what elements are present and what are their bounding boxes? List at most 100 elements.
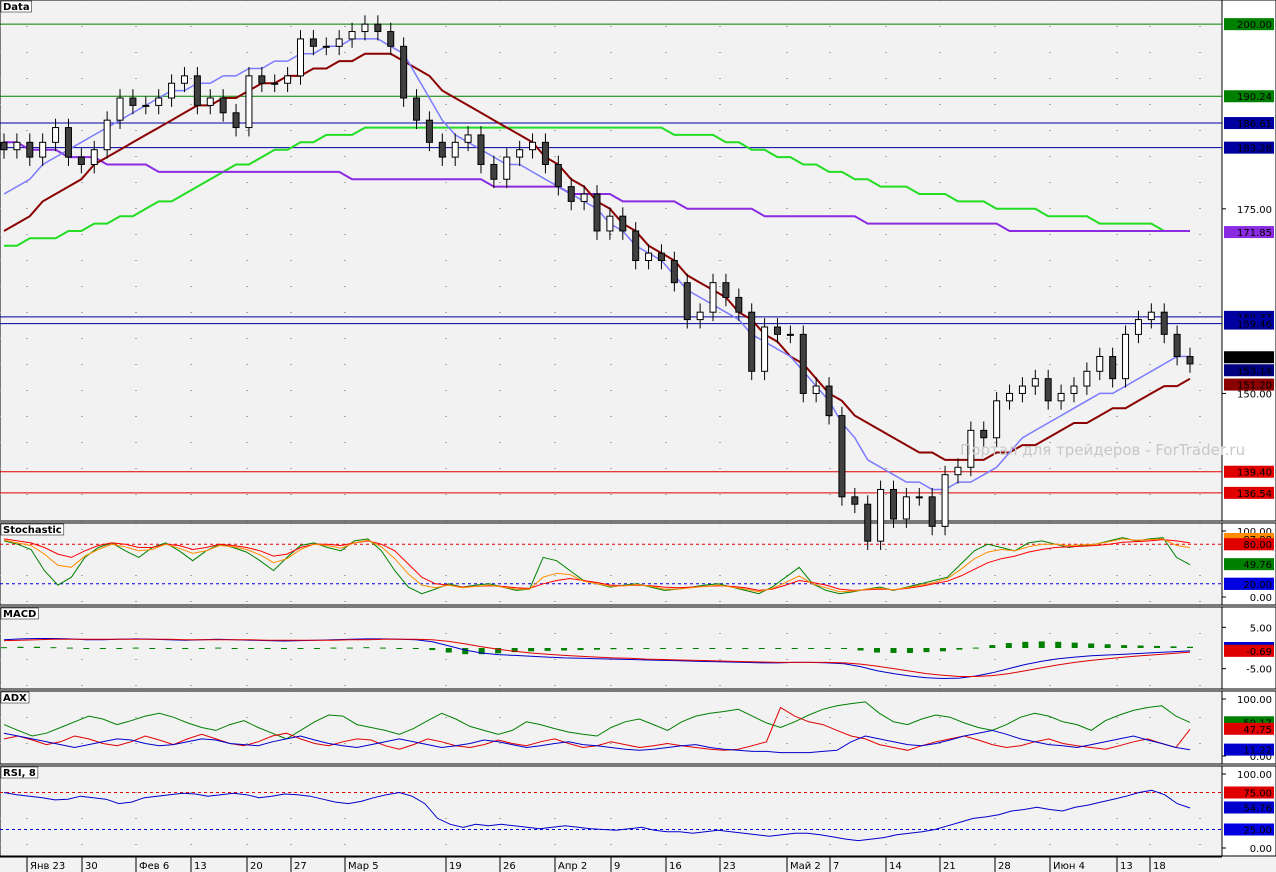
candle-body — [786, 333, 794, 336]
date-label-12: 23 — [723, 861, 736, 872]
price-tag-1 — [1224, 351, 1274, 364]
macd-histogram-bar — [1170, 646, 1177, 648]
candle-body — [773, 326, 781, 335]
macd-histogram-bar — [577, 648, 584, 651]
macd-histogram-bar — [1038, 641, 1045, 648]
macd-histogram-bar — [1, 647, 7, 649]
macd-histogram-bar — [544, 648, 551, 651]
candle-body — [838, 415, 846, 498]
level-label-0-6: 139.40 — [1237, 468, 1272, 479]
price-tag-0-label: 171.85 — [1237, 228, 1272, 239]
candle-body — [90, 149, 98, 165]
candle-body — [593, 193, 601, 232]
macd-histogram-bar — [1187, 646, 1193, 648]
macd-histogram-bar — [824, 648, 831, 649]
candle-body — [580, 193, 588, 202]
macd-histogram-bar — [83, 648, 90, 649]
candle-body — [1173, 333, 1181, 358]
date-label-5: 27 — [294, 861, 307, 872]
candle-body — [206, 97, 214, 106]
level-tag-4-1 — [1224, 823, 1274, 836]
candle-body — [902, 496, 910, 520]
macd-histogram-bar — [626, 648, 633, 650]
candle-body — [683, 282, 691, 321]
candle-body — [77, 156, 85, 165]
price-tag-0 — [1224, 226, 1274, 239]
candle-body — [606, 215, 614, 232]
y-tick-label-4-0: 0.00 — [1250, 844, 1272, 855]
macd-histogram-bar — [1121, 645, 1128, 648]
macd-histogram-bar — [972, 647, 979, 649]
macd-histogram-bar — [478, 648, 485, 655]
candle-body — [309, 38, 317, 47]
candle-body — [0, 141, 8, 151]
level-tag-0-5 — [1224, 317, 1274, 330]
macd-histogram-bar — [330, 647, 337, 649]
date-label-16: 21 — [943, 861, 956, 872]
candle-body — [541, 141, 549, 165]
macd-histogram-bar — [116, 648, 123, 649]
macd-histogram-bar — [676, 648, 683, 649]
date-label-10: 9 — [614, 861, 620, 872]
candle-body — [1134, 319, 1142, 335]
macd-histogram-bar — [445, 648, 452, 653]
candle-body — [1083, 370, 1091, 387]
candle-body — [232, 112, 240, 129]
candle-body — [1070, 385, 1078, 394]
candle-body — [851, 496, 859, 505]
level-label-4-0: 75.00 — [1243, 789, 1272, 800]
macd-histogram-bar — [1055, 641, 1062, 648]
candle-body — [438, 141, 446, 158]
price-tag-2-label: 153.14 — [1237, 366, 1272, 377]
panel-title-bg-4 — [0, 766, 39, 779]
macd-histogram-bar — [1154, 645, 1161, 648]
macd-histogram-bar — [495, 648, 502, 654]
candle-body — [168, 82, 176, 99]
ind-tag-2-1 — [1224, 644, 1274, 657]
macd-histogram-bar — [808, 648, 815, 649]
plot-layer: Data Stochastic MACD ADX RSI, 8 — [0, 0, 1222, 842]
candle-body — [451, 141, 459, 158]
y-tick-label-3-0: 0.00 — [1250, 752, 1272, 763]
candle-body — [877, 488, 885, 542]
macd-histogram-bar — [198, 648, 205, 649]
macd-histogram-bar — [281, 648, 288, 649]
candle-body — [297, 38, 304, 77]
candle-body — [670, 260, 678, 284]
level-label-0-3: 183.28 — [1237, 144, 1272, 155]
panel-title-4: RSI, 8 — [3, 768, 36, 779]
panel-title-bg-0 — [0, 0, 32, 13]
panel-frame-1 — [0, 522, 1223, 606]
macd-histogram-bar — [956, 648, 963, 650]
y-tick-label-2-0: 5.00 — [1250, 623, 1272, 634]
candle-body — [155, 97, 163, 106]
candle-body — [374, 23, 382, 33]
ind-tag-3-1 — [1224, 722, 1274, 735]
candle-body — [1044, 378, 1052, 402]
price-tag-3 — [1224, 378, 1274, 391]
ind-tag-3-1-label: 47.75 — [1243, 725, 1272, 736]
date-label-14: 7 — [833, 861, 839, 872]
candle-body — [1160, 311, 1168, 335]
candle-body — [529, 141, 537, 151]
date-label-1: 30 — [85, 861, 98, 872]
watermark: Портал для трейдеров - ForTrader.ru — [960, 441, 1245, 459]
macd-histogram-bar — [511, 648, 518, 653]
candle-body — [103, 119, 111, 151]
macd-histogram-bar — [33, 646, 40, 648]
macd-histogram-bar — [346, 647, 353, 649]
candle-body — [13, 141, 21, 151]
panel-title-bg-3 — [0, 691, 30, 704]
level-tag-0-1 — [1224, 90, 1274, 103]
y-tick-label-1-1: 100.00 — [1237, 527, 1272, 538]
candle-body — [735, 296, 743, 313]
candle-body — [645, 252, 653, 262]
macd-histogram-bar — [758, 648, 765, 649]
price-axis: 200.00190.24186.61183.28160.37159.46139.… — [1222, 18, 1274, 855]
candle-body — [1122, 333, 1130, 380]
candle-body — [516, 149, 524, 158]
ind-tag-3-2-label: 11.22 — [1243, 746, 1272, 757]
candle-body — [890, 488, 897, 520]
candle-body — [657, 252, 665, 262]
